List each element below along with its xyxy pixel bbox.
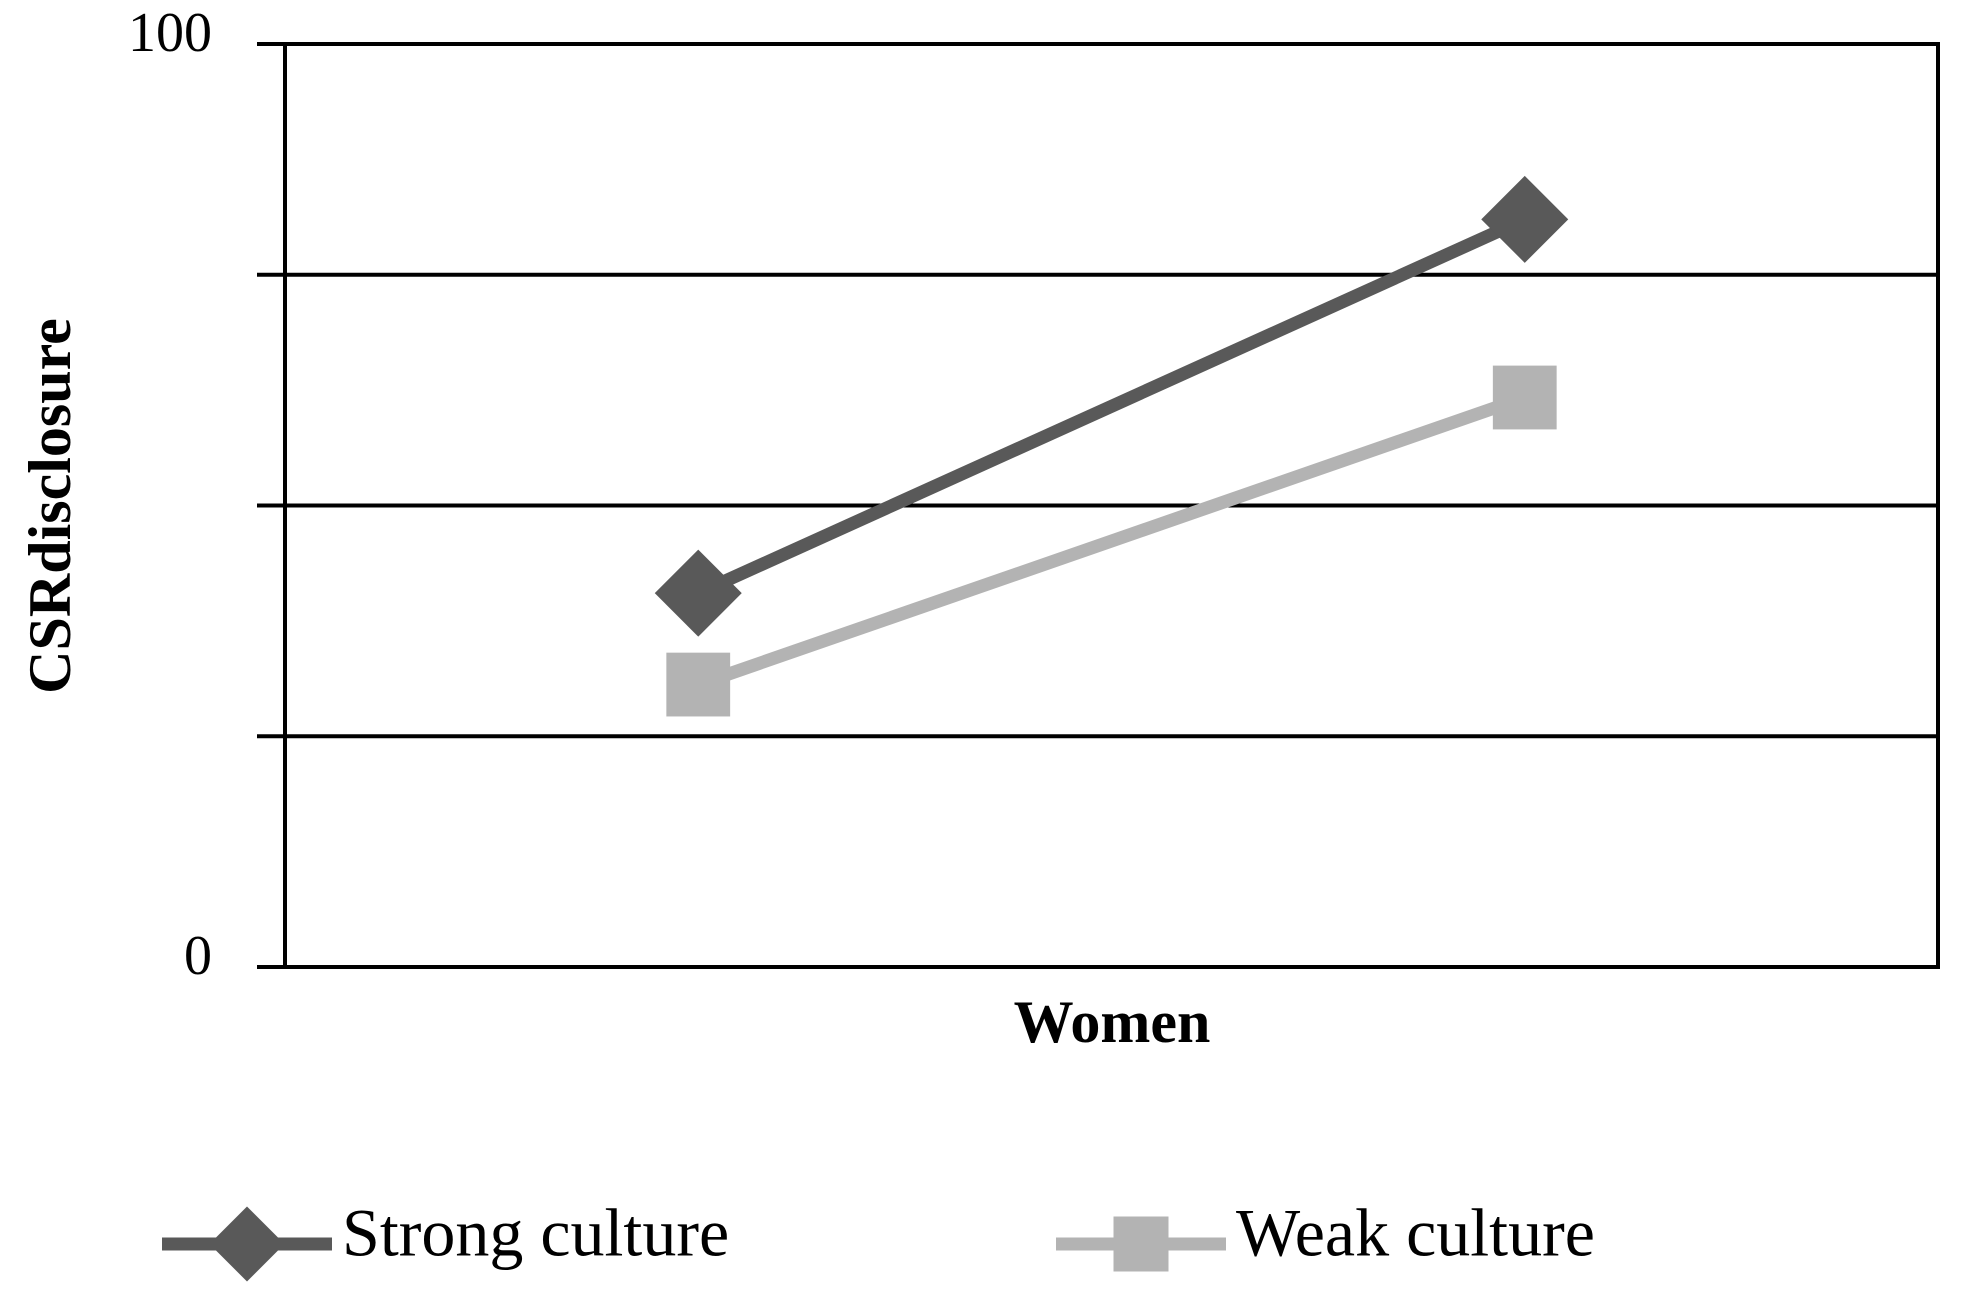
x-axis-label: Women [1014, 989, 1211, 1055]
legend-label: Strong culture [342, 1195, 729, 1271]
legend-marker [209, 1206, 285, 1282]
legend-label: Weak culture [1236, 1195, 1595, 1271]
data-point [1492, 365, 1557, 430]
data-point [666, 652, 731, 717]
series-line [695, 213, 1528, 600]
y-axis-label: CSRdisclosure [17, 318, 83, 694]
data-point [654, 549, 742, 637]
series-line [696, 391, 1527, 691]
data-point [1481, 175, 1569, 263]
legend-marker [1113, 1216, 1169, 1272]
y-tick-label: 0 [184, 925, 212, 987]
y-tick-label: 100 [128, 2, 212, 64]
